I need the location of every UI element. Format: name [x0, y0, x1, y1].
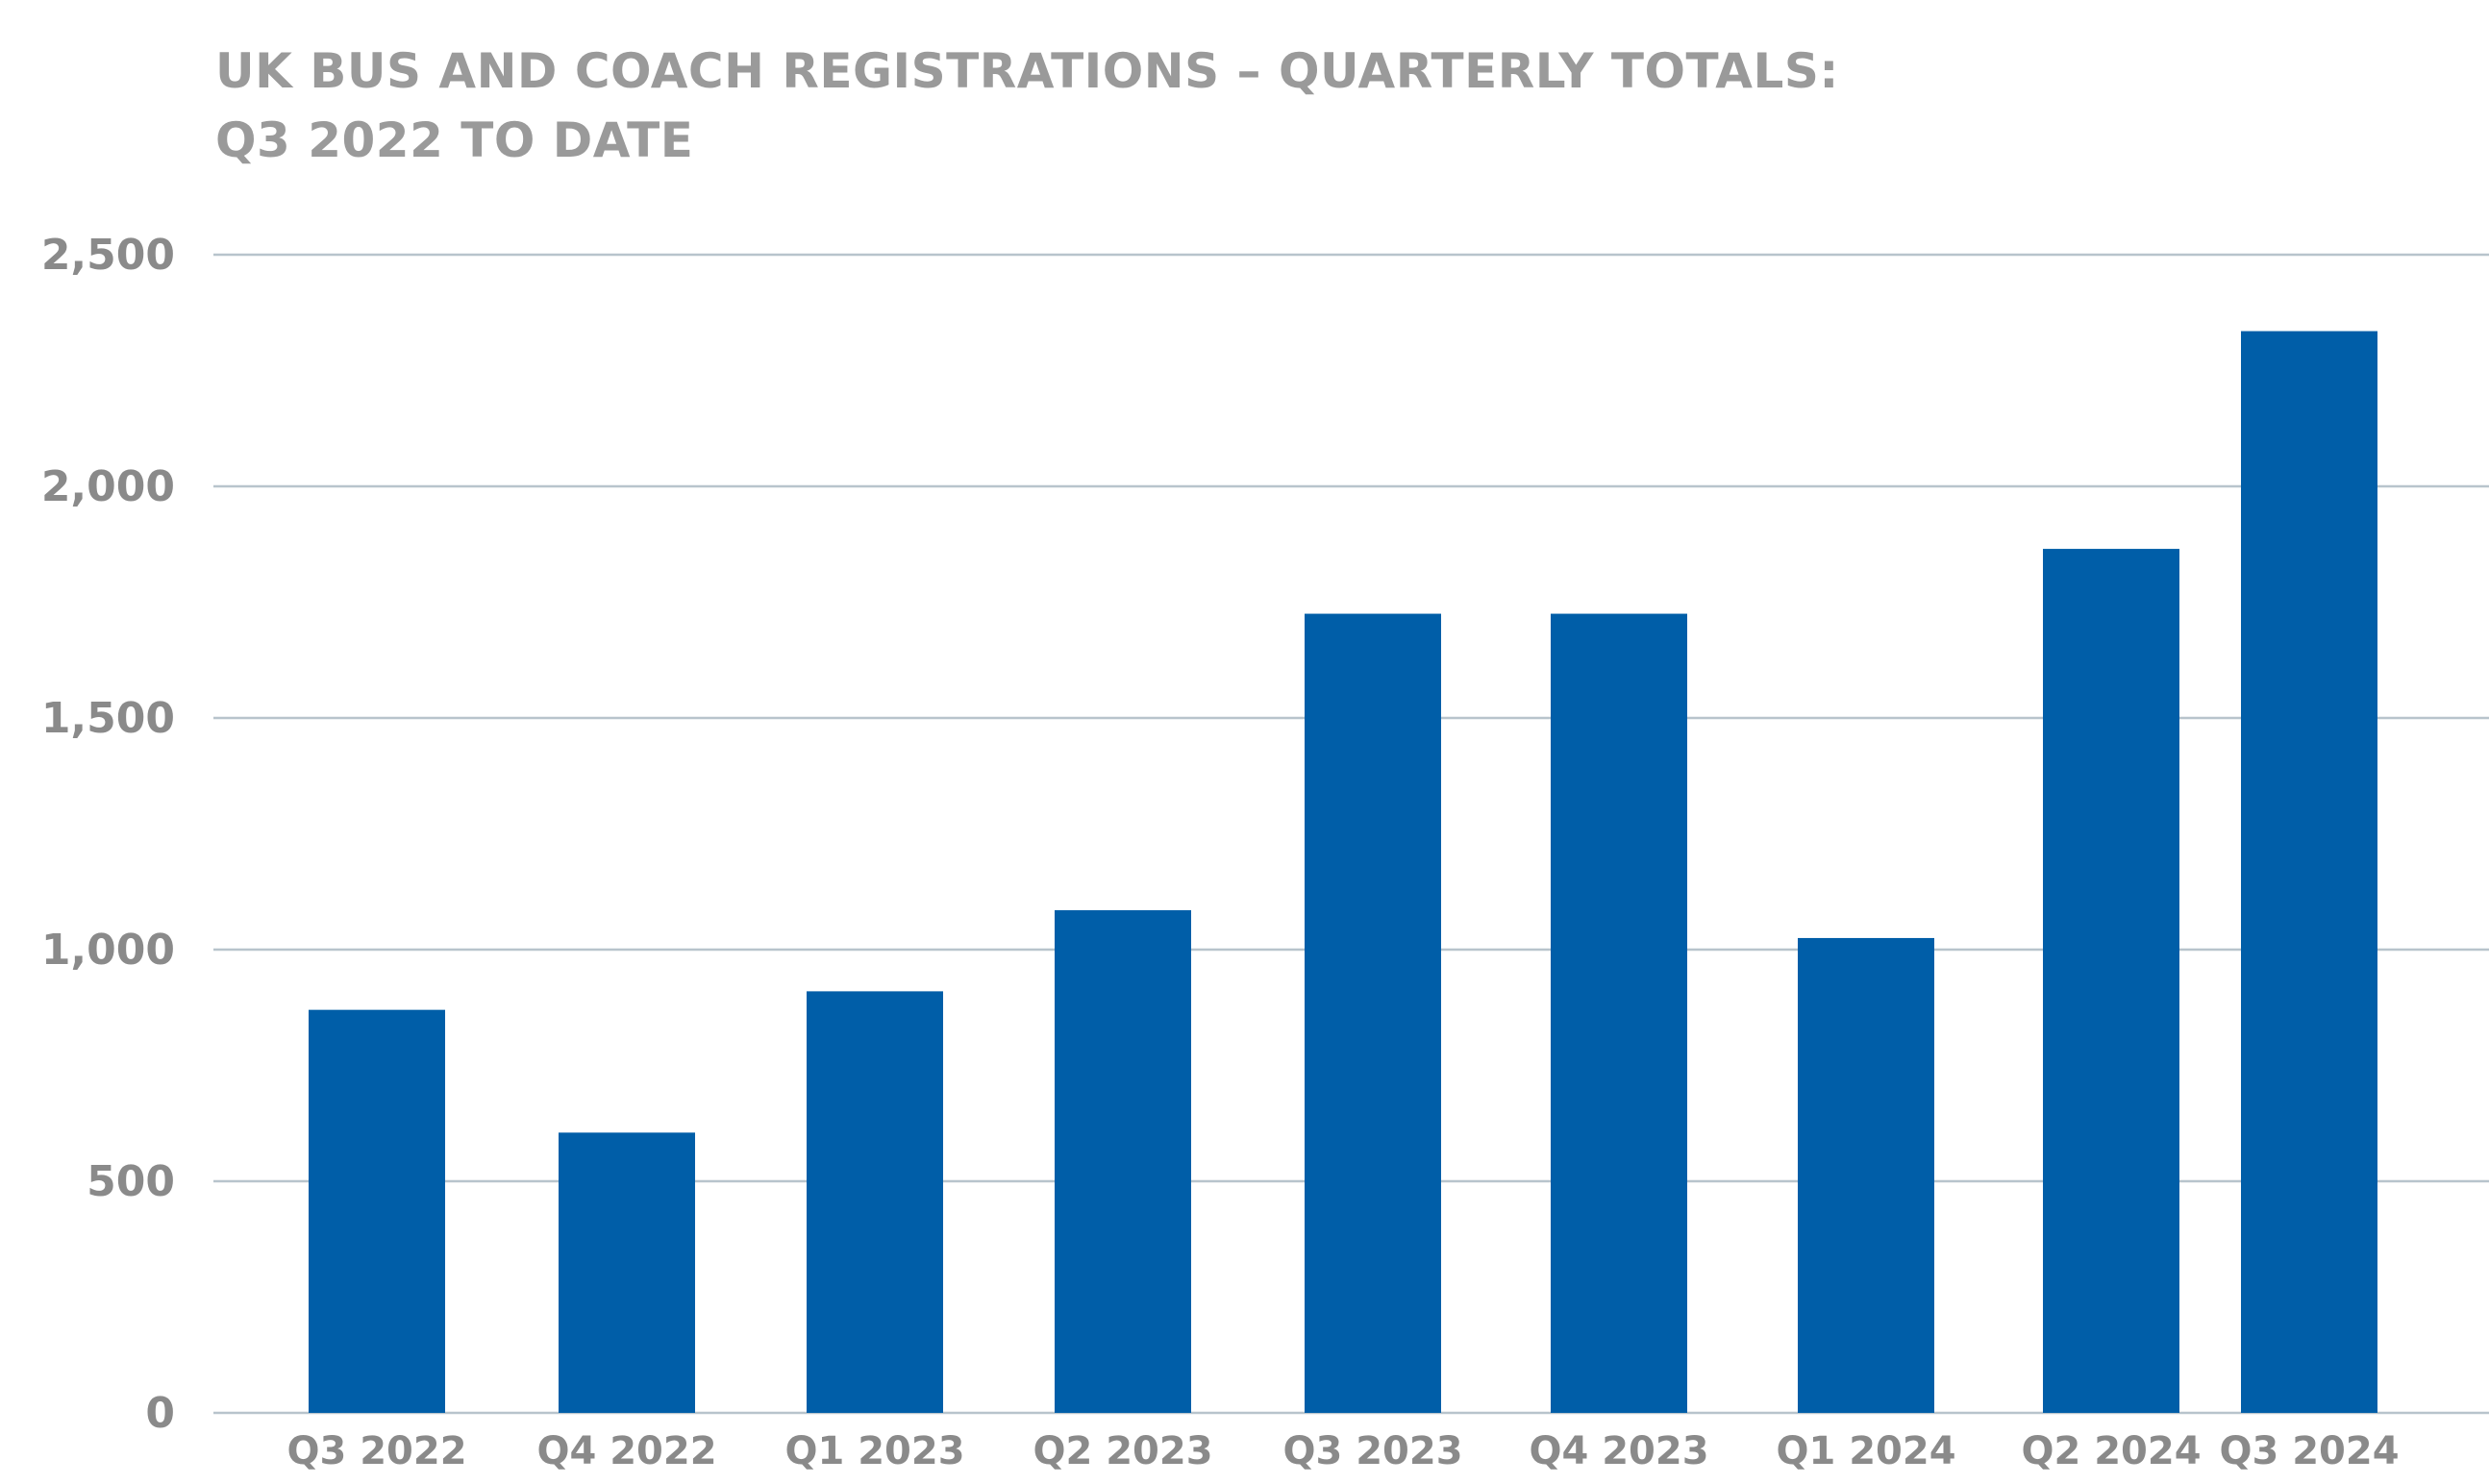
y-tick-label: 500	[87, 1157, 175, 1206]
x-tick-label: Q3 2022	[286, 1429, 466, 1473]
x-tick-label: Q2 2023	[1033, 1429, 1212, 1473]
y-tick-label: 0	[145, 1389, 175, 1438]
y-tick-label: 1,000	[41, 926, 175, 975]
x-tick-label: Q4 2022	[536, 1429, 716, 1473]
x-tick-label: Q3 2023	[1282, 1429, 1462, 1473]
y-tick-label: 2,000	[41, 462, 175, 511]
x-tick-label: Q1 2024	[1776, 1429, 1955, 1473]
chart-title: UK BUS AND COACH REGISTRATIONS – QUARTER…	[215, 43, 1839, 99]
bar	[309, 1009, 445, 1413]
x-tick-label: Q1 2023	[784, 1429, 964, 1473]
bar	[2241, 331, 2377, 1413]
bar	[1551, 613, 1687, 1413]
y-tick-label: 1,500	[41, 694, 175, 743]
bar	[1798, 937, 1934, 1413]
bar	[1055, 910, 1191, 1413]
y-axis-ticks: 0 500 1,000 1,500 2,000 2,500	[41, 231, 175, 1438]
bar	[2043, 549, 2179, 1413]
x-axis-ticks: Q3 2022 Q4 2022 Q1 2023 Q2 2023 Q3 2023 Q4 20…	[286, 1429, 2399, 1473]
x-tick-label: Q4 2023	[1529, 1429, 1708, 1473]
chart-title-block: UK BUS AND COACH REGISTRATIONS – QUARTER…	[215, 37, 1839, 175]
x-tick-label: Q2 2024	[2021, 1429, 2201, 1473]
bars	[309, 331, 2377, 1413]
y-tick-label: 2,500	[41, 231, 175, 280]
x-tick-label: Q3 2024	[2219, 1429, 2399, 1473]
bar	[1305, 613, 1441, 1413]
bar	[807, 991, 943, 1413]
bar	[559, 1132, 695, 1413]
chart-subtitle: Q3 2022 TO DATE	[215, 112, 694, 168]
